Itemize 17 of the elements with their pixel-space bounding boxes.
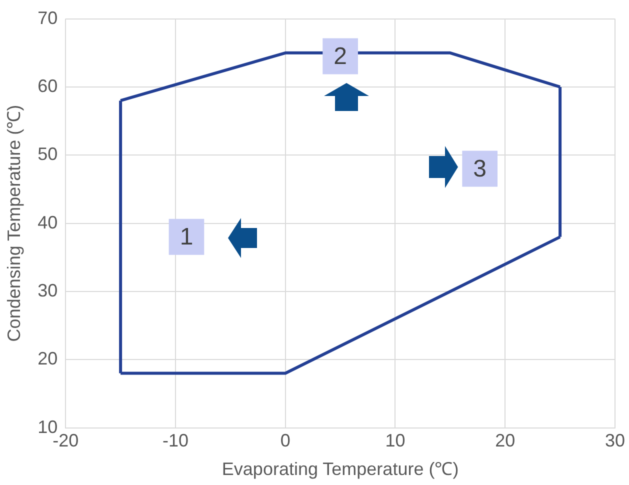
x-tick-label: 30 xyxy=(604,430,626,451)
y-tick-label: 10 xyxy=(38,416,58,437)
x-tick-label: 10 xyxy=(385,430,406,451)
y-axis-title: Condensing Temperature (℃) xyxy=(4,104,24,342)
x-tick-label: -10 xyxy=(162,430,189,451)
y-tick-label: 70 xyxy=(38,8,58,28)
x-tick-label: 20 xyxy=(495,430,516,451)
annotation: 1 xyxy=(180,224,194,251)
y-tick-label: 60 xyxy=(38,76,58,96)
annotation: 2 xyxy=(334,42,347,70)
y-tick-label: 30 xyxy=(38,280,58,300)
y-tick-label: 20 xyxy=(38,348,58,369)
x-tick-label: 0 xyxy=(280,430,290,451)
x-axis-title: Evaporating Temperature (℃) xyxy=(222,459,459,480)
y-tick-label: 40 xyxy=(38,212,58,232)
annotation: 3 xyxy=(473,155,487,182)
y-tick-label: 50 xyxy=(38,144,58,164)
